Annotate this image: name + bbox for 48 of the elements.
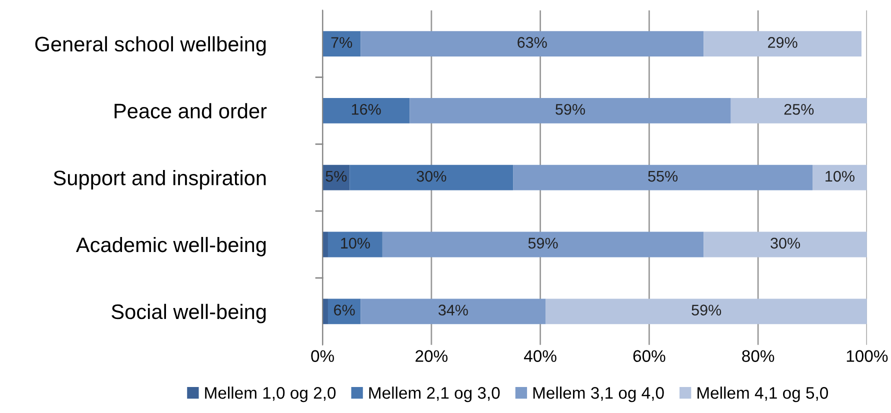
x-tick-label: 20% xyxy=(416,350,448,362)
bar xyxy=(322,298,328,324)
y-tick-label: Peace and order xyxy=(114,103,267,118)
data-label: 16% xyxy=(352,104,381,115)
bar xyxy=(322,232,328,258)
data-label: 6% xyxy=(334,304,355,316)
legend-label: Mellem 4,1 og 5,0 xyxy=(698,386,828,402)
x-tick-label: 80% xyxy=(742,350,774,362)
y-tick-label: Academic well-being xyxy=(76,236,266,256)
data-label: 25% xyxy=(784,104,814,115)
bar xyxy=(730,98,867,124)
x-tick-label: 0% xyxy=(311,350,334,362)
data-label: 5% xyxy=(326,170,347,182)
y-tick-label: Support and inspiration xyxy=(54,170,266,190)
bar xyxy=(322,98,410,124)
legend-label: Mellem 1,0 og 2,0 xyxy=(205,386,336,402)
x-tick-label: 40% xyxy=(524,350,556,362)
bar xyxy=(812,164,867,190)
bar xyxy=(322,31,361,56)
data-label: 59% xyxy=(528,238,558,249)
bar xyxy=(410,98,731,124)
bar xyxy=(704,232,867,258)
legend-label: Mellem 2,1 og 3,0 xyxy=(369,386,500,402)
bar xyxy=(360,31,704,56)
bar xyxy=(546,298,867,324)
x-tick-label: 60% xyxy=(633,350,666,362)
bar xyxy=(704,31,862,56)
data-label: 29% xyxy=(768,37,798,48)
bar xyxy=(350,164,514,190)
data-label: 7% xyxy=(331,37,352,48)
bar xyxy=(360,298,546,324)
bar xyxy=(328,232,382,258)
bar xyxy=(382,232,704,258)
data-label: 55% xyxy=(648,170,678,182)
bar xyxy=(328,298,361,324)
data-label: 59% xyxy=(556,104,585,115)
data-label: 30% xyxy=(770,238,800,249)
data-label: 10% xyxy=(341,238,370,249)
y-tick-label: Social well-being xyxy=(112,304,266,324)
data-label: 63% xyxy=(518,37,547,48)
legend-label: Mellem 3,1 og 4,0 xyxy=(533,386,664,402)
x-tick-label: 100% xyxy=(846,350,888,362)
data-label: 10% xyxy=(826,170,854,182)
data-label: 59% xyxy=(692,304,722,316)
data-label: 30% xyxy=(416,170,446,182)
bar xyxy=(513,164,813,190)
data-label: 34% xyxy=(438,304,468,316)
y-tick-label: General school wellbeing xyxy=(35,36,266,56)
